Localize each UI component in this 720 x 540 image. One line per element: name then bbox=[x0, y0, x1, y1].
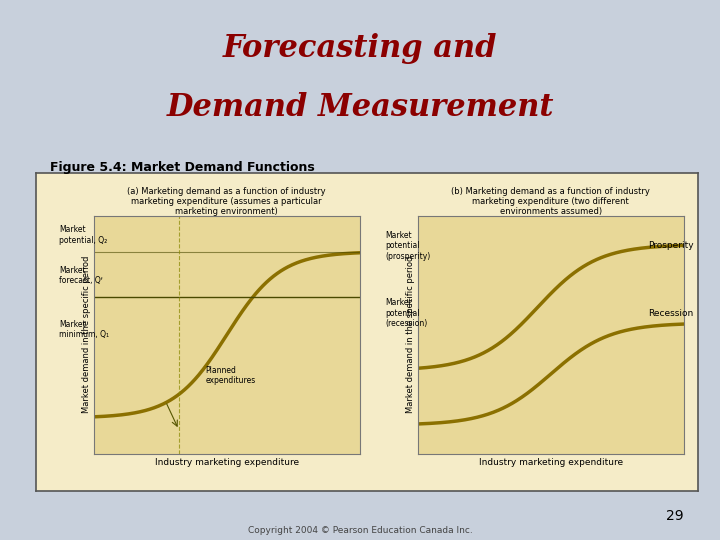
Text: Copyright 2004 © Pearson Education Canada Inc.: Copyright 2004 © Pearson Education Canad… bbox=[248, 526, 472, 535]
Text: Market
potential, Q₂: Market potential, Q₂ bbox=[59, 225, 107, 245]
Text: Forecasting and: Forecasting and bbox=[222, 33, 498, 64]
Text: Recession: Recession bbox=[648, 309, 693, 318]
Text: 29: 29 bbox=[667, 509, 684, 523]
Y-axis label: Market demand in the specific period: Market demand in the specific period bbox=[406, 256, 415, 414]
X-axis label: Industry marketing expenditure: Industry marketing expenditure bbox=[479, 458, 623, 467]
Text: (b) Marketing demand as a function of industry
marketing expenditure (two differ: (b) Marketing demand as a function of in… bbox=[451, 186, 650, 217]
Text: Market
forecast, Qᶠ: Market forecast, Qᶠ bbox=[59, 266, 103, 285]
Text: Planned
expenditures: Planned expenditures bbox=[205, 366, 256, 385]
Text: Demand Measurement: Demand Measurement bbox=[166, 92, 554, 124]
Text: Market
potential
(recession): Market potential (recession) bbox=[385, 298, 428, 328]
Text: Market
minimum, Q₁: Market minimum, Q₁ bbox=[59, 320, 109, 339]
Text: Figure 5.4: Market Demand Functions: Figure 5.4: Market Demand Functions bbox=[50, 161, 315, 174]
Text: Prosperity: Prosperity bbox=[648, 241, 693, 250]
Text: (a) Marketing demand as a function of industry
marketing expenditure (assumes a : (a) Marketing demand as a function of in… bbox=[127, 186, 326, 217]
Y-axis label: Market demand in the specific period: Market demand in the specific period bbox=[82, 256, 91, 414]
X-axis label: Industry marketing expenditure: Industry marketing expenditure bbox=[155, 458, 299, 467]
Text: Market
potential
(prosperity): Market potential (prosperity) bbox=[385, 231, 431, 261]
